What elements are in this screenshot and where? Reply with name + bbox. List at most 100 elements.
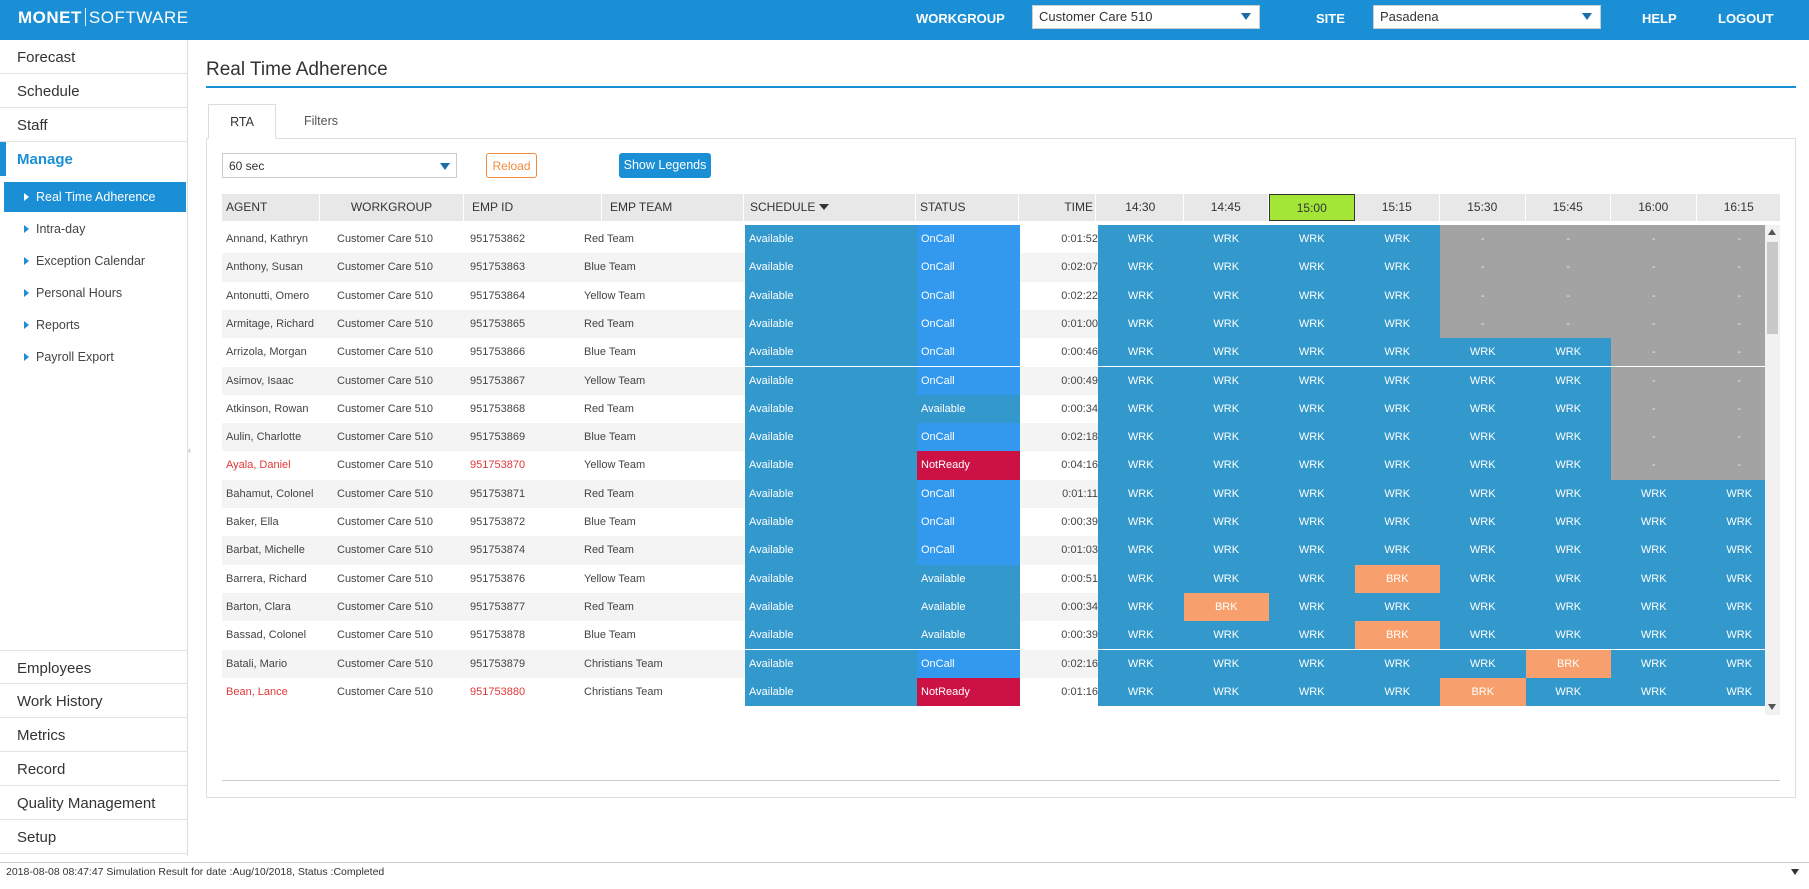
cell-emp-id: 951753868 [470,402,526,415]
table-row[interactable]: Baker, Ella Customer Care 510 951753872 Blu… [222,508,1765,537]
help-link[interactable]: HELP [1642,11,1677,26]
interval-cell: WRK [1183,621,1269,650]
cell-agent: Baker, Ella [226,516,279,528]
interval-cell: WRK [1440,423,1526,452]
sidebar-item-record[interactable]: Record [0,752,188,786]
table-row[interactable]: Ayala, Daniel Customer Care 510 951753870 Y… [222,451,1765,480]
sidebar-item-staff[interactable]: Staff [0,108,188,142]
interval-cell: WRK [1696,621,1765,650]
table-row[interactable]: Batali, Mario Customer Care 510 951753879 C… [222,649,1765,678]
cell-workgroup: Customer Care 510 [337,402,433,415]
logout-link[interactable]: LOGOUT [1718,11,1774,26]
sidebar-item-setup[interactable]: Setup [0,820,188,854]
sidebar-item-metrics[interactable]: Metrics [0,718,188,752]
sidebar-item-manage[interactable]: Manage [0,142,188,176]
interval-cell: WRK [1611,479,1697,508]
column-header-emp-id[interactable]: EMP ID [464,194,602,221]
interval-cell: WRK [1611,649,1697,678]
interval-cell: - [1440,281,1526,310]
table-row[interactable]: Atkinson, Rowan Customer Care 510 95175386… [222,394,1765,424]
cell-emp-id: 951753865 [470,317,526,330]
workgroup-select[interactable]: Customer Care 510 [1032,5,1260,29]
sidebar-item-forecast[interactable]: Forecast [0,40,188,74]
show-legends-button[interactable]: Show Legends [619,153,711,178]
table-row[interactable]: Anthony, Susan Customer Care 510 951753863… [222,253,1765,282]
column-header-status[interactable]: STATUS [916,194,1019,221]
chevron-down-icon[interactable] [1791,869,1799,875]
table-row[interactable]: Asimov, Isaac Customer Care 510 951753867 Y… [222,366,1765,395]
sidebar-item-employees[interactable]: Employees [0,650,188,684]
interval-cell: WRK [1098,423,1184,452]
table-row[interactable]: Bean, Lance Customer Care 510 951753880 Chr… [222,677,1765,707]
interval-cell: WRK [1440,508,1526,537]
interval-cell: WRK [1354,423,1440,452]
sidebar-item-work-history[interactable]: Work History [0,684,188,718]
cell-emp-id: 951753876 [470,572,526,585]
sidebar-subitem-reports[interactable]: Reports [4,310,186,340]
scroll-thumb[interactable] [1767,242,1778,334]
interval-cell: WRK [1696,536,1765,565]
sidebar-subitem-payroll-export[interactable]: Payroll Export [4,342,186,372]
sidebar-subitem-intra-day[interactable]: Intra-day [4,214,186,244]
table-row[interactable]: Arrizola, Morgan Customer Care 510 9517538… [222,338,1765,367]
interval-cell: WRK [1440,649,1526,678]
sidebar-subitem-real-time-adherence[interactable]: Real Time Adherence [4,182,186,212]
sidebar-subitem-exception-calendar[interactable]: Exception Calendar [4,246,186,276]
table-row[interactable]: Aulin, Charlotte Customer Care 510 9517538… [222,423,1765,452]
interval-cell: WRK [1525,677,1611,707]
table-row[interactable]: Barbat, Michelle Customer Care 510 9517538… [222,536,1765,565]
table-row[interactable]: Antonutti, Omero Customer Care 510 9517538… [222,281,1765,310]
sidebar-collapse-handle[interactable]: ‹ [188,445,191,455]
column-header-time[interactable]: TIME [1019,194,1096,221]
interval-cell: WRK [1525,423,1611,452]
sidebar-item-schedule[interactable]: Schedule [0,74,188,108]
sort-desc-icon [819,204,830,210]
tab-filters[interactable]: Filters [303,114,339,128]
interval-cell: - [1611,338,1697,367]
table-row[interactable]: Barton, Clara Customer Care 510 951753877 R… [222,592,1765,622]
interval-cell: WRK [1098,677,1184,707]
table-row[interactable]: Barrera, Richard Customer Care 510 9517538… [222,564,1765,593]
interval-cell: WRK [1269,508,1355,537]
cell-emp-id: 951753866 [470,346,526,359]
interval-cell: WRK [1525,366,1611,395]
interval-cell: WRK [1183,366,1269,395]
cell-agent: Asimov, Isaac [226,374,294,387]
table-row[interactable]: Bahamut, Colonel Customer Care 510 9517538… [222,479,1765,508]
interval-cell: WRK [1183,508,1269,537]
cell-emp-id: 951753877 [470,600,526,613]
reload-button[interactable]: Reload [486,153,537,178]
table-row[interactable]: Bassad, Colonel Customer Care 510 95175387… [222,621,1765,650]
cell-schedule: Available [745,649,917,678]
cell-schedule: Available [745,592,917,622]
scroll-down-icon[interactable] [1768,704,1776,710]
interval-cell: WRK [1440,621,1526,650]
column-header-emp-team[interactable]: EMP TEAM [602,194,744,221]
interval-cell: WRK [1183,309,1269,339]
cell-agent: Bean, Lance [226,685,288,698]
interval-cell: WRK [1183,564,1269,593]
scroll-up-icon[interactable] [1768,229,1776,235]
sidebar-item-quality-management[interactable]: Quality Management [0,786,188,820]
cell-status: OnCall [917,281,1020,310]
interval-cell: WRK [1098,338,1184,367]
interval-cell: WRK [1269,592,1355,622]
cell-status: OnCall [917,649,1020,678]
cell-agent: Batali, Mario [226,657,288,670]
cell-workgroup: Customer Care 510 [337,289,433,302]
site-select[interactable]: Pasadena [1373,5,1601,29]
tab-rta[interactable]: RTA [208,104,276,139]
table-row[interactable]: Armitage, Richard Customer Care 510 951753… [222,309,1765,339]
refresh-interval-select[interactable]: 60 sec [222,153,457,178]
cell-agent: Aulin, Charlotte [226,431,302,444]
column-header-schedule[interactable]: SCHEDULE [744,194,916,221]
sidebar-subitem-personal-hours[interactable]: Personal Hours [4,278,186,308]
table-row[interactable]: Annand, Kathryn Customer Care 510 95175386… [222,225,1765,254]
column-header-agent[interactable]: AGENT [222,194,320,221]
interval-cell: WRK [1354,479,1440,508]
grid-scrollbar[interactable] [1765,225,1780,715]
logo-bold: MONET [18,8,82,27]
interval-cell: WRK [1611,677,1697,707]
column-header-workgroup[interactable]: WORKGROUP [320,194,464,221]
top-bar: MONET SOFTWARE WORKGROUP Customer Care 51… [0,0,1809,40]
